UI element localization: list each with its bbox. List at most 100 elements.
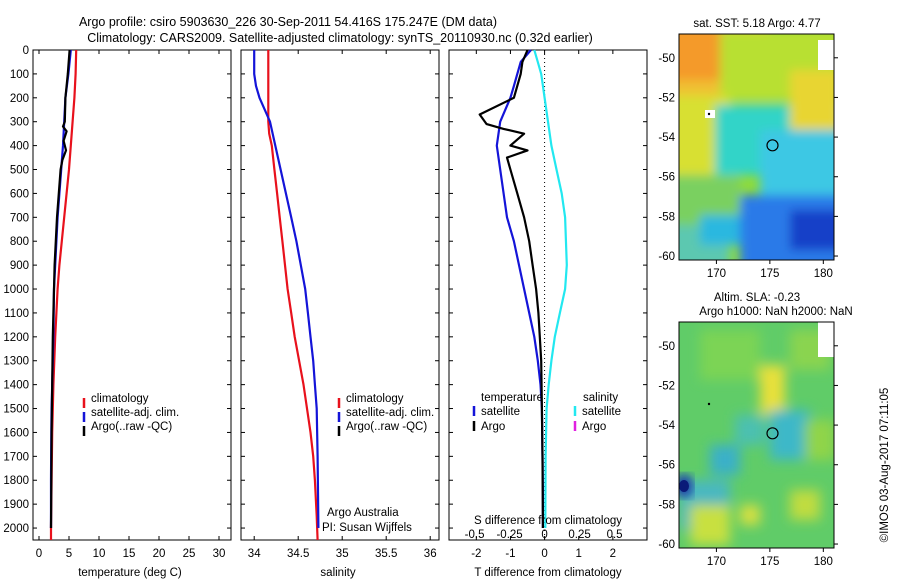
sst-map-frame — [678, 33, 835, 261]
y-tick-label: 1000 — [3, 284, 29, 296]
legend-header-salinity: salinity — [583, 392, 618, 404]
x-tick-label: 0 — [36, 548, 42, 560]
sla-profile-marker — [766, 427, 779, 440]
sst-float-dot — [707, 112, 711, 116]
y-tick-label: 1500 — [3, 404, 29, 416]
y-tick-label: 800 — [10, 236, 29, 248]
x-tick-label: 34 — [248, 548, 261, 560]
y-tick-label: 1900 — [3, 499, 29, 511]
x-tick-label: 30 — [213, 548, 226, 560]
y-tick-label: 500 — [10, 165, 29, 177]
header-line1: Argo profile: csiro 5903630_226 30-Sep-2… — [79, 15, 497, 29]
legend-label-s-satellite: satellite — [582, 406, 621, 418]
copyright-stamp: ©IMOS 03-Aug-2017 07:11:05 — [879, 388, 891, 543]
y-tick-label: 1700 — [3, 451, 29, 463]
legend-label-argo: Argo(..raw -QC) — [91, 421, 172, 433]
x-tick-label: 20 — [153, 548, 166, 560]
difference-xlabel: T difference from climatology — [474, 567, 621, 579]
x-tick-label: -1 — [505, 548, 515, 560]
credit-line1: Argo Australia — [327, 507, 399, 519]
sst-profile-marker — [766, 139, 779, 152]
y-tick-label: 1600 — [3, 427, 29, 439]
salinity-panel: 34 34.5 35 35.5 36 salinity climatology sate… — [240, 49, 440, 579]
x-tick-label: 0 — [541, 548, 547, 560]
difference-legend: temperature salinity satellite Argo sate… — [472, 392, 621, 433]
sst-map-ticks: 170 175 180 -50 -52 -54 -56 -58 -60 — [658, 53, 838, 280]
map-y-tick-label: -58 — [658, 211, 675, 223]
x-tick-label: 2 — [610, 548, 616, 560]
temperature-axes-box — [32, 49, 232, 541]
sla-map-title2: Argo h1000: NaN h2000: NaN — [699, 306, 852, 318]
map-x-tick-label: 170 — [707, 268, 726, 280]
top-tick-label: -0.25 — [496, 529, 522, 541]
temperature-x-ticks: 0 5 10 15 20 25 30 — [36, 50, 226, 560]
y-tick-label: 400 — [10, 141, 29, 153]
x-tick-label: 34.5 — [287, 548, 309, 560]
difference-series — [478, 49, 568, 529]
difference-x-ticks: -2 -1 0 1 2 — [471, 50, 616, 560]
credit-line2: PI: Susan Wijffels — [322, 522, 412, 534]
map-y-tick-label: -56 — [658, 460, 675, 472]
legend-label-argo: Argo(..raw -QC) — [346, 421, 427, 433]
salinity-y-ticks — [241, 49, 439, 529]
legend-label-t-satellite: satellite — [481, 406, 520, 418]
series-line-climatology — [267, 50, 319, 541]
map-x-tick-label: 180 — [814, 268, 833, 280]
y-tick-label: 300 — [10, 117, 29, 129]
x-tick-label: 35.5 — [375, 548, 397, 560]
legend-label-satellite: satellite-adj. clim. — [346, 407, 434, 419]
legend-label-satellite: satellite-adj. clim. — [91, 407, 179, 419]
x-tick-label: 36 — [424, 548, 437, 560]
salinity-x-ticks: 34 34.5 35 35.5 36 — [248, 50, 437, 560]
map-y-tick-label: -60 — [658, 251, 675, 263]
series-line-argo — [49, 49, 71, 529]
y-tick-label: 1800 — [3, 475, 29, 487]
difference-y-ticks — [449, 49, 647, 529]
temperature-panel: 0100200300400500600700800900100011001200… — [3, 45, 232, 579]
y-tick-label: 1300 — [3, 356, 29, 368]
salinity-legend: climatology satellite-adj. clim. Argo(..… — [337, 393, 434, 436]
sst-map-panel: sat. SST: 5.18 Argo: 4.77 17 — [658, 18, 838, 280]
legend-label-s-argo: Argo — [582, 421, 606, 433]
map-y-tick-label: -54 — [658, 132, 675, 144]
header-line2: Climatology: CARS2009. Satellite-adjuste… — [87, 31, 593, 45]
y-tick-label: 1100 — [4, 308, 29, 320]
series-line-sat_salinity — [533, 49, 568, 529]
top-tick-label: 0.5 — [607, 529, 623, 541]
legend-header-temperature: temperature — [481, 392, 543, 404]
difference-top-ticks: -0.5 -0.25 0 0.25 0.5 — [465, 529, 623, 541]
difference-axes-box — [448, 49, 648, 541]
map-y-tick-label: -60 — [658, 539, 675, 551]
top-tick-label: 0 — [541, 529, 547, 541]
sla-map-frame — [678, 321, 835, 549]
x-tick-label: 25 — [183, 548, 196, 560]
sla-map-panel: Altim. SLA: -0.23 Argo h1000: NaN h2000:… — [658, 292, 852, 568]
temperature-series — [49, 49, 78, 540]
x-tick-label: 35 — [336, 548, 349, 560]
x-tick-label: -2 — [471, 548, 481, 560]
y-tick-label: 1200 — [3, 332, 29, 344]
legend-label-t-argo: Argo — [481, 421, 505, 433]
y-tick-label: 700 — [10, 212, 29, 224]
sla-float-dot — [707, 402, 711, 406]
sla-map-title1: Altim. SLA: -0.23 — [714, 292, 800, 304]
x-tick-label: 15 — [123, 548, 136, 560]
map-x-tick-label: 175 — [760, 556, 779, 568]
map-x-tick-label: 170 — [707, 556, 726, 568]
map-y-tick-label: -52 — [658, 92, 675, 104]
sst-map-title: sat. SST: 5.18 Argo: 4.77 — [693, 18, 820, 30]
y-tick-label: 2000 — [3, 523, 29, 535]
difference-top-xlabel: S difference from climatology — [474, 515, 622, 527]
y-tick-label: 200 — [10, 93, 29, 105]
legend-label-climatology: climatology — [91, 393, 149, 405]
salinity-series — [253, 50, 320, 541]
temperature-xlabel: temperature (deg C) — [78, 567, 182, 579]
y-tick-label: 600 — [10, 188, 29, 200]
map-y-tick-label: -58 — [658, 499, 675, 511]
sla-heatmap — [679, 322, 834, 548]
temperature-y-ticks: 0 100 200 300 400 500 600 700 800 900 1000 1100 1200… — [3, 45, 231, 535]
map-y-tick-label: -50 — [658, 53, 675, 65]
temperature-legend: climatology satellite-adj. clim. Argo(..… — [82, 393, 179, 436]
x-tick-label: 5 — [66, 548, 72, 560]
top-tick-label: -0.5 — [465, 529, 485, 541]
